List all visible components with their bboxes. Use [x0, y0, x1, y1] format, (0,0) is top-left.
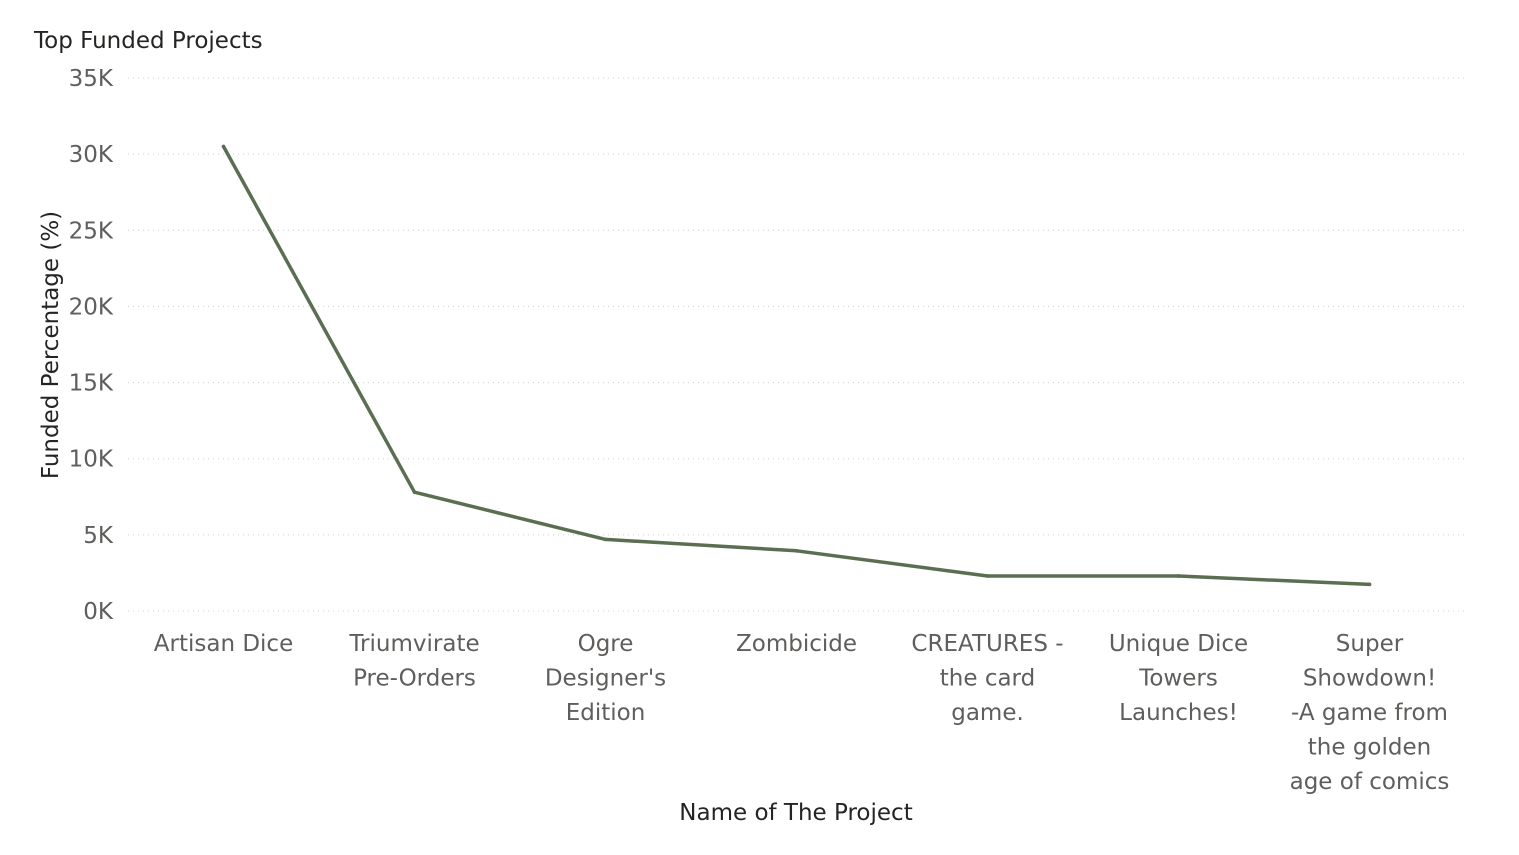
series-layer — [221, 144, 1372, 587]
x-category-label-line: Launches! — [1119, 700, 1238, 726]
x-category-label-line: Super — [1336, 631, 1404, 657]
x-category-label-line: the card — [940, 666, 1035, 692]
x-category-label: Artisan Dice — [154, 631, 293, 657]
x-category-label-line: age of comics — [1290, 769, 1450, 795]
x-axis-title: Name of The Project — [679, 800, 912, 826]
x-category-label-line: Artisan Dice — [154, 631, 293, 657]
x-category-label: CREATURES - the card game. — [911, 631, 1063, 726]
x-category-label: Super Showdown! -A game from the golden age … — [1290, 631, 1450, 795]
data-point — [1176, 574, 1181, 578]
x-category-label-line: game. — [951, 700, 1024, 726]
y-tick-label: 15K — [69, 371, 114, 397]
data-point — [221, 144, 226, 149]
x-category-label: Unique Dice Towers Launches! — [1109, 631, 1248, 726]
y-axis-ticks: 0K 5K 10K 15K 20K 25K 30K 35K — [69, 66, 114, 625]
y-tick-label: 5K — [83, 523, 114, 549]
x-category-label: Triumvirate Pre-Orders — [348, 631, 479, 692]
x-category-label-line: Towers — [1138, 666, 1218, 692]
chart-title: Top Funded Projects — [33, 28, 263, 54]
x-category-label-line: Showdown! — [1303, 666, 1436, 692]
x-category-label-line: Zombicide — [736, 631, 857, 657]
x-category-label-line: Designer's — [545, 666, 666, 692]
y-tick-label: 10K — [69, 447, 114, 473]
y-tick-label: 20K — [69, 294, 114, 320]
data-point — [1367, 582, 1372, 587]
series-line — [221, 144, 1372, 587]
y-tick-label: 35K — [69, 66, 114, 92]
data-point — [985, 574, 990, 578]
data-point — [412, 490, 417, 495]
data-point — [794, 549, 799, 553]
x-category-label-line: Ogre — [578, 631, 634, 657]
y-tick-label: 0K — [83, 599, 114, 625]
x-category-label-line: Triumvirate — [348, 631, 479, 657]
data-point — [603, 537, 608, 542]
gridlines — [128, 77, 1465, 612]
x-category-label-line: Unique Dice — [1109, 631, 1248, 657]
x-category-label-line: Pre-Orders — [353, 666, 476, 692]
x-category-label-line: -A game from — [1291, 700, 1448, 726]
x-category-label-line: CREATURES - — [911, 631, 1063, 657]
x-category-label-line: Edition — [566, 700, 646, 726]
x-category-label: Ogre Designer's Edition — [545, 631, 666, 726]
y-axis-title: Funded Percentage (%) — [38, 211, 64, 479]
x-axis-categories: Artisan Dice Triumvirate Pre-Orders Ogre Des… — [154, 631, 1450, 795]
y-tick-label: 25K — [69, 218, 114, 244]
y-tick-label: 30K — [69, 142, 114, 168]
x-category-label-line: the golden — [1308, 735, 1431, 761]
x-category-label: Zombicide — [736, 631, 857, 657]
